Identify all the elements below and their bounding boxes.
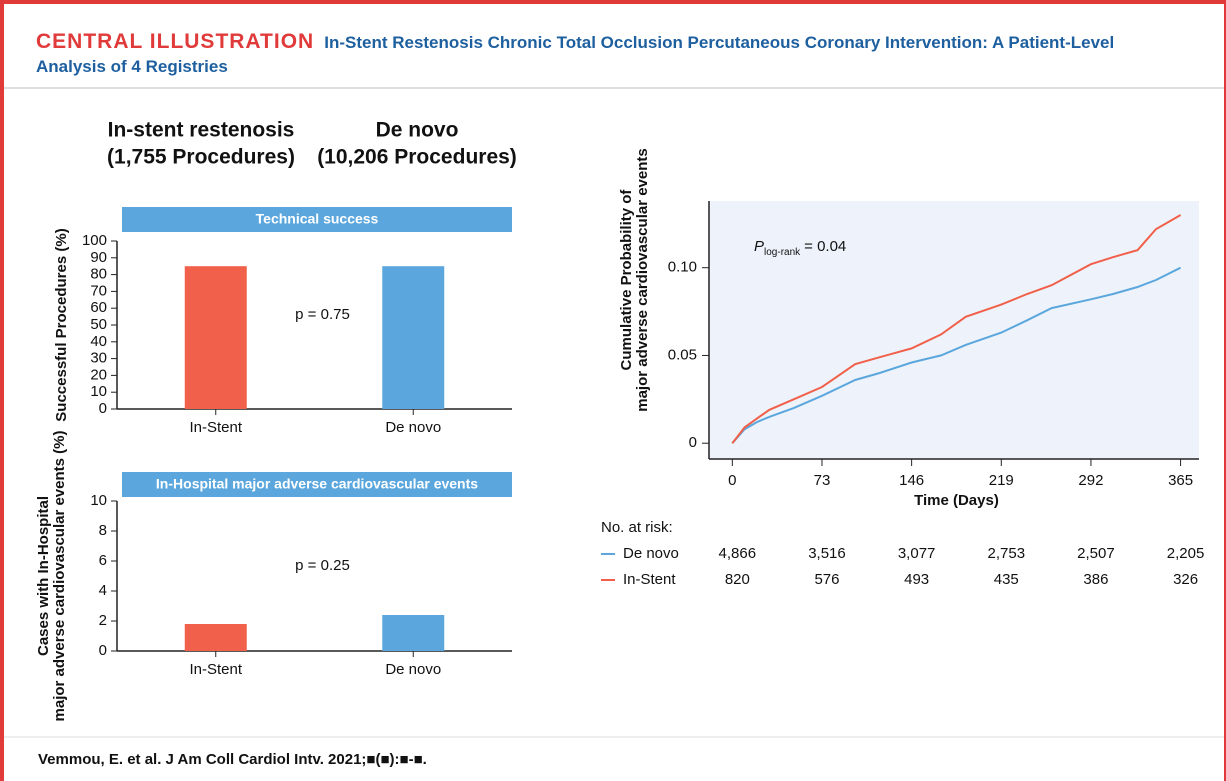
y-tick-label: 10 — [90, 492, 107, 509]
x-tick-label: 219 — [989, 472, 1014, 489]
x-tick-label: De novo — [385, 661, 441, 678]
panel-title: In-Hospital major adverse cardiovascular… — [156, 476, 478, 492]
x-tick-label: 292 — [1078, 472, 1103, 489]
x-tick-label: 365 — [1168, 472, 1193, 489]
risk-value: 3,516 — [808, 545, 846, 562]
y-tick-label: 4 — [99, 582, 107, 599]
km-curve — [731, 266, 1182, 444]
x-tick-label: De novo — [385, 419, 441, 436]
y-tick-label: 40 — [90, 333, 107, 350]
risk-value: 2,507 — [1077, 545, 1115, 562]
y-tick-label: 2 — [99, 612, 107, 629]
x-tick-label: In-Stent — [189, 661, 242, 678]
risk-table-title: No. at risk: — [601, 519, 673, 536]
risk-value: 820 — [725, 571, 750, 588]
bar — [382, 266, 445, 409]
header: CENTRAL ILLUSTRATION In-Stent Restenosis … — [36, 30, 1186, 79]
y-tick-label: 60 — [90, 299, 107, 316]
citation: Vemmou, E. et al. J Am Coll Cardiol Intv… — [38, 751, 427, 768]
y-tick-label: 100 — [82, 232, 107, 249]
km-curve — [731, 214, 1182, 444]
risk-value: 326 — [1173, 571, 1198, 588]
header-label: CENTRAL ILLUSTRATION — [36, 30, 315, 53]
annotation: p = 0.75 — [295, 306, 350, 323]
y-tick-label: 20 — [90, 366, 107, 383]
x-tick-label: 73 — [814, 472, 831, 489]
risk-value: 435 — [994, 571, 1019, 588]
risk-value: 2,205 — [1167, 545, 1205, 562]
x-axis-label: Time (Days) — [914, 492, 999, 509]
y-tick-label: 30 — [90, 350, 107, 367]
annotation-p: P — [754, 238, 764, 255]
panel-header — [122, 472, 512, 497]
y-tick-label: 50 — [90, 316, 107, 333]
y-axis-label: Cases with In-Hospital — [35, 496, 52, 656]
bar — [382, 615, 445, 651]
charts: In-stent restenosis (1,755 Procedures) D… — [4, 87, 1224, 768]
header-title: In-Stent Restenosis Chronic Total Occlus… — [36, 33, 1115, 76]
legend-label: De novo — [623, 545, 679, 562]
risk-value: 4,866 — [719, 545, 757, 562]
x-tick-label: 146 — [899, 472, 924, 489]
y-tick-label: 90 — [90, 249, 107, 266]
group-heading: (1,755 Procedures) — [107, 146, 295, 169]
annotation-sub: log-rank — [764, 247, 801, 258]
y-tick-label: 70 — [90, 282, 107, 299]
annotation: Plog-rank = 0.04 — [754, 238, 846, 258]
group-heading: (10,206 Procedures) — [317, 146, 517, 169]
risk-value: 493 — [904, 571, 929, 588]
risk-value: 3,077 — [898, 545, 936, 562]
y-tick-label: 0.05 — [668, 346, 697, 363]
y-tick-label: 0 — [689, 434, 697, 451]
legend-label: In-Stent — [623, 571, 676, 588]
group-heading: De novo — [376, 119, 459, 142]
panel-title: Technical success — [256, 211, 379, 227]
x-tick-label: In-Stent — [189, 419, 242, 436]
y-axis-label: major adverse cardiovascular events (%) — [51, 431, 68, 722]
bar — [184, 266, 247, 409]
y-axis-label: Successful Procedures (%) — [53, 228, 70, 421]
annotation-value: = 0.04 — [804, 238, 846, 255]
y-tick-label: 0 — [99, 642, 107, 659]
risk-value: 386 — [1083, 571, 1108, 588]
y-tick-label: 0 — [99, 400, 107, 417]
y-axis-label: Cumulative Probability of — [618, 189, 635, 371]
group-heading: In-stent restenosis — [108, 119, 295, 142]
panel-header — [122, 207, 512, 232]
y-tick-label: 6 — [99, 552, 107, 569]
x-tick-label: 0 — [728, 472, 736, 489]
risk-value: 2,753 — [988, 545, 1026, 562]
y-tick-label: 10 — [90, 383, 107, 400]
bar — [184, 624, 247, 651]
plot-area — [709, 201, 1199, 459]
annotation: p = 0.25 — [295, 557, 350, 574]
y-axis-label: major adverse cardiovascular events — [634, 148, 651, 411]
y-tick-label: 8 — [99, 522, 107, 539]
y-tick-label: 0.10 — [668, 259, 697, 276]
risk-value: 576 — [814, 571, 839, 588]
y-tick-label: 80 — [90, 266, 107, 283]
